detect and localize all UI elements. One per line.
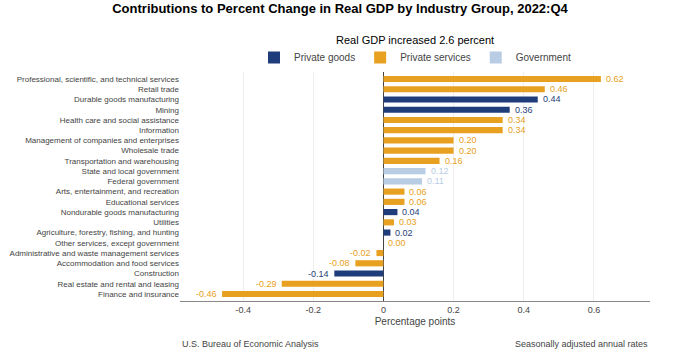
svg-text:0.4: 0.4 [517, 305, 530, 315]
svg-text:Mining: Mining [155, 106, 179, 115]
svg-text:0.02: 0.02 [395, 228, 413, 238]
svg-text:0.34: 0.34 [508, 115, 526, 125]
svg-text:Utilities: Utilities [153, 218, 179, 227]
svg-text:-0.29: -0.29 [256, 279, 277, 289]
svg-text:State and local government: State and local government [82, 167, 180, 176]
svg-text:Information: Information [139, 126, 179, 135]
svg-text:-0.4: -0.4 [235, 305, 251, 315]
svg-text:-0.46: -0.46 [196, 289, 217, 299]
svg-text:0.06: 0.06 [409, 187, 427, 197]
svg-text:Private goods: Private goods [294, 52, 355, 63]
svg-text:0.62: 0.62 [606, 74, 624, 84]
svg-text:-0.2: -0.2 [306, 305, 322, 315]
svg-text:Seasonally adjusted annual rat: Seasonally adjusted annual rates [515, 339, 648, 349]
svg-text:Construction: Construction [134, 269, 179, 278]
svg-text:0.00: 0.00 [388, 238, 406, 248]
svg-text:0.03: 0.03 [399, 217, 417, 227]
svg-text:Professional, scientific, and: Professional, scientific, and technical … [17, 75, 179, 84]
svg-text:Federal government: Federal government [107, 177, 179, 186]
svg-text:0.20: 0.20 [459, 135, 477, 145]
svg-text:0.36: 0.36 [515, 105, 533, 115]
svg-text:Durable goods manufacturing: Durable goods manufacturing [74, 95, 179, 104]
svg-text:Percentage points: Percentage points [375, 316, 456, 327]
svg-text:Educational services: Educational services [106, 198, 179, 207]
svg-text:Finance and insurance: Finance and insurance [98, 290, 179, 299]
svg-text:-0.08: -0.08 [329, 258, 350, 268]
svg-text:0: 0 [381, 305, 386, 315]
svg-text:0.12: 0.12 [431, 166, 449, 176]
svg-text:Retail trade: Retail trade [138, 85, 179, 94]
svg-text:0.16: 0.16 [445, 156, 463, 166]
svg-text:0.20: 0.20 [459, 146, 477, 156]
svg-text:0.06: 0.06 [409, 197, 427, 207]
svg-text:0.46: 0.46 [550, 84, 568, 94]
svg-text:Contributions to Percent Chang: Contributions to Percent Change in Real … [112, 1, 568, 16]
svg-text:Private services: Private services [400, 52, 471, 63]
svg-text:Wholesale trade: Wholesale trade [121, 146, 179, 155]
svg-text:Government: Government [516, 52, 571, 63]
svg-text:0.04: 0.04 [402, 207, 420, 217]
svg-text:0.6: 0.6 [588, 305, 601, 315]
svg-text:Other services, except governm: Other services, except government [55, 239, 180, 248]
svg-text:Real estate and rental and lea: Real estate and rental and leasing [58, 280, 179, 289]
svg-text:Administrative and waste manag: Administrative and waste management serv… [10, 249, 179, 258]
svg-text:U.S. Bureau of Economic Analys: U.S. Bureau of Economic Analysis [182, 339, 319, 349]
svg-text:0.2: 0.2 [447, 305, 460, 315]
svg-text:0.11: 0.11 [427, 176, 444, 186]
svg-text:Health care and social assista: Health care and social assistance [60, 116, 180, 125]
svg-text:-0.02: -0.02 [350, 248, 371, 258]
svg-text:0.34: 0.34 [508, 125, 526, 135]
svg-text:Accommodation and food service: Accommodation and food services [57, 259, 179, 268]
svg-text:Nondurable goods manufacturing: Nondurable goods manufacturing [61, 208, 179, 217]
svg-text:Real GDP increased 2.6 percent: Real GDP increased 2.6 percent [336, 34, 494, 46]
svg-text:0.44: 0.44 [543, 94, 561, 104]
svg-text:Transportation and warehousing: Transportation and warehousing [65, 157, 179, 166]
svg-text:Management of companies and en: Management of companies and enterprises [25, 136, 179, 145]
svg-text:Agriculture, forestry, fishing: Agriculture, forestry, fishing, and hunt… [36, 228, 179, 237]
svg-text:-0.14: -0.14 [308, 269, 329, 279]
svg-text:Arts, entertainment, and recre: Arts, entertainment, and recreation [56, 187, 179, 196]
